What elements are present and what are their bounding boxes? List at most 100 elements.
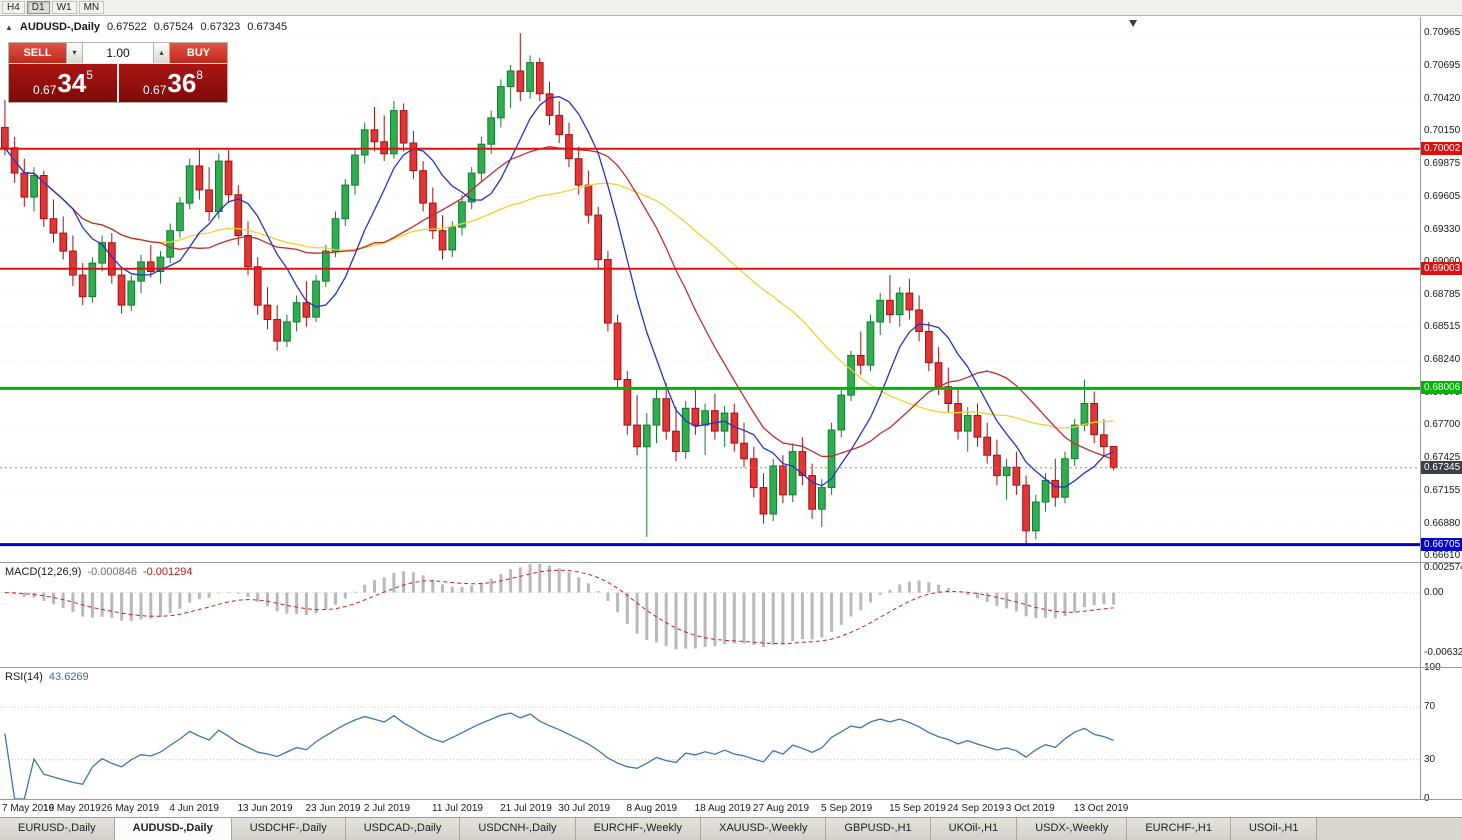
- buy-price-pips: 36: [167, 68, 197, 98]
- date-axis-label: 26 May 2019: [101, 803, 160, 814]
- macd-axis-label: 0.00: [1424, 586, 1444, 598]
- chart-tab[interactable]: UKOil-,H1: [930, 818, 1018, 840]
- ohlc-close: 0.67345: [247, 21, 288, 33]
- chart-tabs-bar: EURUSD-,Daily AUDUSD-,Daily USDCHF-,Daily U…: [0, 818, 1462, 840]
- sell-price-point: 5: [86, 68, 93, 82]
- one-click-toggle-icon[interactable]: ▲: [5, 22, 13, 32]
- chart-ohlc-header: ▲ AUDUSD-,Daily 0.67522 0.67524 0.67323 …: [5, 21, 287, 33]
- rsi-axis-label: 70: [1424, 701, 1436, 713]
- macd-title: MACD(12,26,9): [5, 566, 82, 578]
- macd-header: MACD(12,26,9) -0.000846 -0.001294: [5, 566, 193, 578]
- volume-input[interactable]: [83, 43, 153, 63]
- hline-price-tag: 0.69003: [1421, 261, 1462, 275]
- timeframe-button-h4[interactable]: H4: [2, 1, 25, 14]
- date-axis-label: 16 May 2019: [42, 803, 101, 814]
- date-axis-label: 13 Jun 2019: [237, 803, 293, 814]
- timeframe-toolbar: H4 D1 W1 MN: [0, 0, 1462, 16]
- symbol-label: AUDUSD-,Daily: [19, 21, 100, 33]
- rsi-line: [4, 712, 1114, 799]
- date-axis-label: 11 Jul 2019: [432, 803, 483, 814]
- chart-tab[interactable]: EURCHF-,Weekly: [575, 818, 701, 840]
- ohlc-high: 0.67524: [153, 21, 194, 33]
- timeframe-button-w1[interactable]: W1: [51, 1, 77, 14]
- timeframe-button-d1[interactable]: D1: [26, 1, 50, 14]
- buy-price-prefix: 0.67: [143, 83, 167, 97]
- macd-axis-label: -0.006326: [1424, 646, 1462, 658]
- price-axis-label: 0.69875: [1424, 158, 1461, 170]
- buy-price-button[interactable]: 0.67 36 8: [119, 64, 227, 102]
- price-axis-label: 0.69060: [1424, 256, 1460, 267]
- price-axis-label: 0.67155: [1424, 484, 1461, 496]
- macd-panel[interactable]: [0, 563, 1420, 667]
- chart-tab[interactable]: USDCNH-,Daily: [460, 818, 576, 840]
- date-axis-label: 7 May 2019: [2, 803, 55, 814]
- sell-button[interactable]: SELL: [9, 43, 66, 63]
- chart-tab[interactable]: USOil-,H1: [1230, 818, 1318, 840]
- chart-tab[interactable]: USDCAD-,Daily: [345, 818, 461, 840]
- price-axis-label: 0.67425: [1424, 452, 1461, 464]
- date-axis-label: 23 Jun 2019: [305, 803, 361, 814]
- date-axis-label: 27 Aug 2019: [752, 803, 810, 814]
- sell-price-pips: 34: [57, 68, 87, 98]
- date-axis-label: 4 Jun 2019: [169, 803, 219, 814]
- date-axis-label: 15 Sep 2019: [889, 803, 946, 814]
- chart-tab[interactable]: EURCHF-,H1: [1127, 818, 1231, 840]
- price-axis-label: 0.69330: [1424, 223, 1461, 235]
- chart-tab[interactable]: AUDUSD-,Daily: [114, 818, 232, 840]
- price-axis-label: 0.67700: [1424, 419, 1461, 431]
- chart-tab[interactable]: USDX-,Weekly: [1017, 818, 1128, 840]
- ohlc-low: 0.67323: [200, 21, 241, 33]
- macd-value: -0.000846: [87, 566, 137, 578]
- price-chart[interactable]: [0, 17, 1420, 562]
- volume-decrease-button[interactable]: ▾: [66, 43, 83, 63]
- one-click-trade-panel: SELL ▾ ▴ BUY 0.67 34 5 0.67 36 8: [8, 42, 228, 103]
- buy-price-point: 8: [196, 68, 203, 82]
- chart-tab[interactable]: XAUUSD-,Weekly: [700, 818, 827, 840]
- macd-axis-label: 0.002574: [1424, 562, 1462, 573]
- price-axis-label: 0.70965: [1424, 27, 1461, 39]
- moving-average-lines: [4, 96, 1114, 488]
- volume-increase-button[interactable]: ▴: [153, 43, 170, 63]
- rsi-axis-label: 30: [1424, 753, 1436, 765]
- sell-price-button[interactable]: 0.67 34 5: [9, 64, 117, 102]
- price-axis-label: 0.68240: [1424, 354, 1461, 366]
- macd-signal-value: -0.001294: [142, 566, 193, 578]
- panel-divider: [0, 799, 1462, 800]
- chart-tab[interactable]: EURUSD-,Daily: [0, 818, 115, 840]
- chart-tab[interactable]: GBPUSD-,H1: [826, 818, 931, 840]
- rsi-header: RSI(14) 43.6269: [5, 671, 89, 683]
- rsi-title: RSI(14): [5, 671, 43, 683]
- date-axis-label: 30 Jul 2019: [558, 803, 611, 814]
- date-axis-label: 2 Jul 2019: [363, 803, 411, 814]
- price-axis-label: 0.69605: [1424, 190, 1461, 202]
- timeframe-button-mn[interactable]: MN: [78, 1, 105, 14]
- price-axis-label: 0.68785: [1424, 288, 1461, 300]
- chart-tab[interactable]: USDCHF-,Daily: [231, 818, 346, 840]
- price-axis: 0.70965 0.70695 0.70420 0.70150 0.69875 0.696…: [1420, 17, 1462, 804]
- time-axis: 7 May 2019 16 May 2019 26 May 2019 4 Jun 20…: [0, 800, 1420, 817]
- date-axis-label: 24 Sep 2019: [947, 803, 1005, 814]
- chart-shift-marker-icon[interactable]: [1129, 20, 1138, 27]
- panel-divider: [0, 817, 1462, 818]
- price-axis-label: 0.70695: [1424, 59, 1461, 71]
- date-axis-label: 21 Jul 2019: [500, 803, 552, 814]
- price-axis-label: 0.68515: [1424, 321, 1461, 333]
- current-price-tag: 0.67345: [1421, 460, 1462, 474]
- panel-divider[interactable]: [0, 667, 1462, 668]
- ohlc-open: 0.67522: [107, 21, 147, 33]
- sell-price-prefix: 0.67: [33, 83, 57, 97]
- price-axis-label: 0.66880: [1424, 517, 1461, 529]
- buy-button[interactable]: BUY: [170, 43, 227, 63]
- hline-price-tag: 0.68006: [1421, 381, 1462, 395]
- panel-divider[interactable]: [0, 562, 1462, 563]
- date-axis-label: 18 Aug 2019: [694, 803, 751, 814]
- hline-price-tag: 0.70002: [1421, 141, 1462, 155]
- rsi-panel[interactable]: [0, 668, 1420, 799]
- macd-histogram: [13, 564, 1116, 650]
- date-axis-label: 8 Aug 2019: [626, 803, 678, 814]
- date-axis-label: 5 Sep 2019: [821, 803, 873, 814]
- date-axis-label: 3 Oct 2019: [1005, 803, 1055, 814]
- rsi-value: 43.6269: [48, 671, 89, 683]
- price-gridlines: [0, 32, 1420, 557]
